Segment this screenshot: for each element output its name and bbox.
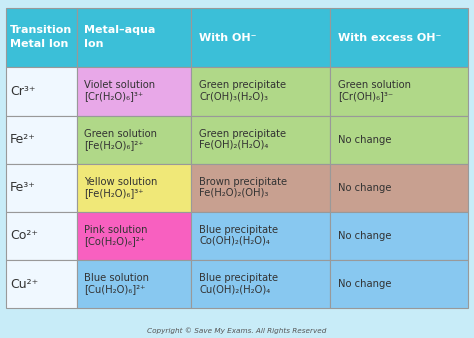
Text: Co²⁺: Co²⁺ xyxy=(10,230,38,242)
Bar xyxy=(0,308,474,338)
Bar xyxy=(6,67,77,116)
Text: Fe³⁺: Fe³⁺ xyxy=(10,181,36,194)
Bar xyxy=(77,8,191,67)
Bar xyxy=(6,212,77,260)
Bar xyxy=(6,260,77,308)
Text: Transition: Transition xyxy=(10,25,72,35)
Text: Fe²⁺: Fe²⁺ xyxy=(10,133,36,146)
Text: No change: No change xyxy=(338,135,392,145)
Text: Green solution: Green solution xyxy=(338,80,411,90)
Bar xyxy=(191,260,329,308)
Text: Blue precipitate: Blue precipitate xyxy=(199,225,278,235)
Text: No change: No change xyxy=(338,279,392,289)
Text: Yellow solution: Yellow solution xyxy=(84,177,157,187)
Bar xyxy=(329,164,468,212)
Text: [Cr(H₂O)₆]³⁺: [Cr(H₂O)₆]³⁺ xyxy=(84,92,143,101)
Bar xyxy=(6,8,77,67)
Text: With excess OH⁻: With excess OH⁻ xyxy=(338,33,441,43)
Text: Blue solution: Blue solution xyxy=(84,273,149,283)
Text: Pink solution: Pink solution xyxy=(84,225,148,235)
Bar xyxy=(191,67,329,116)
Text: Copyright © Save My Exams. All Rights Reserved: Copyright © Save My Exams. All Rights Re… xyxy=(147,327,327,334)
Bar xyxy=(329,8,468,67)
Text: Cu(OH)₂(H₂O)₄: Cu(OH)₂(H₂O)₄ xyxy=(199,284,270,294)
Bar xyxy=(191,8,329,67)
Text: Brown precipitate: Brown precipitate xyxy=(199,177,287,187)
Text: Cr³⁺: Cr³⁺ xyxy=(10,85,36,98)
Text: Fe(OH)₂(H₂O)₄: Fe(OH)₂(H₂O)₄ xyxy=(199,140,268,150)
Bar xyxy=(191,212,329,260)
Text: Metal Ion: Metal Ion xyxy=(10,39,68,49)
Text: Green solution: Green solution xyxy=(84,128,157,139)
Bar xyxy=(6,116,77,164)
Text: [Fe(H₂O)₆]³⁺: [Fe(H₂O)₆]³⁺ xyxy=(84,188,144,198)
Text: Blue precipitate: Blue precipitate xyxy=(199,273,278,283)
Text: Ion: Ion xyxy=(84,39,104,49)
Bar xyxy=(191,164,329,212)
Text: No change: No change xyxy=(338,183,392,193)
Bar xyxy=(329,212,468,260)
Text: [Fe(H₂O)₆]²⁺: [Fe(H₂O)₆]²⁺ xyxy=(84,140,144,150)
Text: [Cr(OH)₆]³⁻: [Cr(OH)₆]³⁻ xyxy=(338,92,393,101)
Text: [Cu(H₂O)₆]²⁺: [Cu(H₂O)₆]²⁺ xyxy=(84,284,146,294)
Text: Cu²⁺: Cu²⁺ xyxy=(10,278,38,291)
Bar xyxy=(77,116,191,164)
Text: Metal–aqua: Metal–aqua xyxy=(84,25,155,35)
Text: Fe(H₂O)₂(OH)₃: Fe(H₂O)₂(OH)₃ xyxy=(199,188,268,198)
Bar xyxy=(329,67,468,116)
Text: [Co(H₂O)₆]²⁺: [Co(H₂O)₆]²⁺ xyxy=(84,236,145,246)
Text: With OH⁻: With OH⁻ xyxy=(199,33,256,43)
Text: Green precipitate: Green precipitate xyxy=(199,128,286,139)
Bar xyxy=(329,260,468,308)
Bar xyxy=(77,260,191,308)
Bar xyxy=(77,67,191,116)
Text: No change: No change xyxy=(338,231,392,241)
Bar xyxy=(329,116,468,164)
Text: Green precipitate: Green precipitate xyxy=(199,80,286,90)
Bar xyxy=(77,212,191,260)
Text: Co(OH)₂(H₂O)₄: Co(OH)₂(H₂O)₄ xyxy=(199,236,270,246)
Text: Cr(OH)₃(H₂O)₃: Cr(OH)₃(H₂O)₃ xyxy=(199,92,268,101)
Bar xyxy=(77,164,191,212)
Bar xyxy=(191,116,329,164)
Text: Violet solution: Violet solution xyxy=(84,80,155,90)
Bar xyxy=(6,164,77,212)
